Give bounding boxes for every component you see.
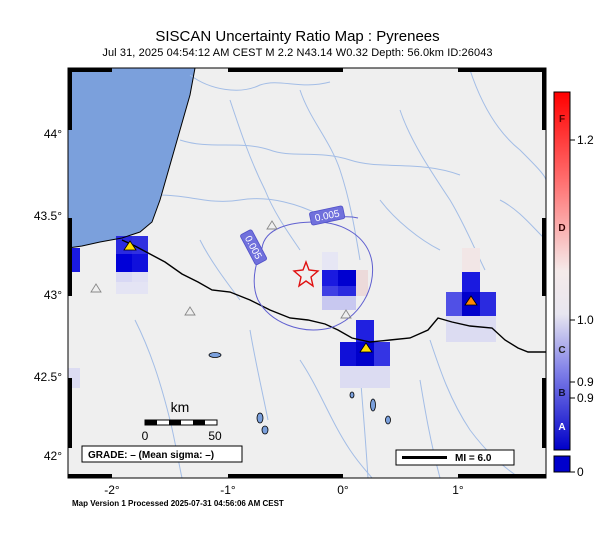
grade-text: GRADE: – (Mean sigma: –)	[88, 450, 214, 461]
lat-label: 43°	[44, 288, 62, 302]
lakes	[208, 352, 391, 435]
colorbar-tick-label: 0.9	[577, 375, 594, 389]
colorbar-tick-label: 0.9	[577, 391, 594, 405]
sea-area	[68, 68, 195, 248]
colorbar-tick-label: 1.0	[577, 313, 594, 327]
scale-bar: km 0 50	[142, 399, 222, 443]
lat-label: 43.5°	[34, 209, 62, 223]
scale-tick-0: 0	[142, 429, 149, 443]
mi-legend: MI = 6.0	[395, 449, 515, 466]
event-subtitle: Jul 31, 2025 04:54:12 AM CEST M 2.2 N43.…	[102, 47, 493, 59]
colorbar: F D C B A 1.2 1.0 0.9 0.9 0	[553, 91, 594, 479]
grade-letter: B	[558, 388, 565, 399]
station-yellow-west	[123, 240, 137, 251]
stations	[90, 220, 478, 353]
station-orange-east	[464, 295, 478, 306]
grade-letter: C	[558, 345, 565, 356]
colorbar-gradient	[553, 91, 571, 451]
map-title: SISCAN Uncertainty Ratio Map : Pyrenees	[155, 28, 440, 45]
station-open	[184, 306, 196, 316]
station-open	[266, 220, 278, 230]
contour-label-text: 0.005	[314, 208, 341, 224]
grade-box: GRADE: – (Mean sigma: –)	[81, 445, 243, 463]
lon-labels: -2° -1° 0° 1°	[104, 483, 464, 497]
grade-letter: A	[558, 422, 565, 433]
frame-graticule-bars	[68, 68, 546, 478]
colorbar-tick-label: 1.2	[577, 133, 594, 147]
lat-labels: 44° 43.5° 43° 42.5° 42°	[34, 127, 62, 463]
lon-label: 1°	[452, 483, 464, 497]
grade-letter: D	[558, 223, 565, 234]
colorbar-tick-label: 0	[577, 465, 584, 479]
scale-unit: km	[171, 399, 190, 415]
lon-label: -1°	[220, 483, 236, 497]
lat-label: 44°	[44, 127, 62, 141]
coastline	[68, 68, 196, 249]
contour-label-1: 0.005	[309, 205, 346, 226]
lon-label: 0°	[337, 483, 349, 497]
station-open	[90, 283, 102, 293]
processing-footer: Map Version 1 Processed 2025-07-31 04:56…	[72, 499, 284, 508]
lat-label: 42°	[44, 449, 62, 463]
lat-label: 42.5°	[34, 370, 62, 384]
grade-letter: F	[559, 114, 565, 125]
station-open	[340, 309, 352, 319]
country-border	[121, 239, 546, 353]
epicenter-star	[292, 260, 320, 288]
lon-label: -2°	[104, 483, 120, 497]
station-yellow-central	[359, 342, 373, 353]
scale-tick-50: 50	[208, 429, 222, 443]
mi-text: MI = 6.0	[455, 453, 492, 464]
colorbar-nodata	[553, 455, 571, 473]
